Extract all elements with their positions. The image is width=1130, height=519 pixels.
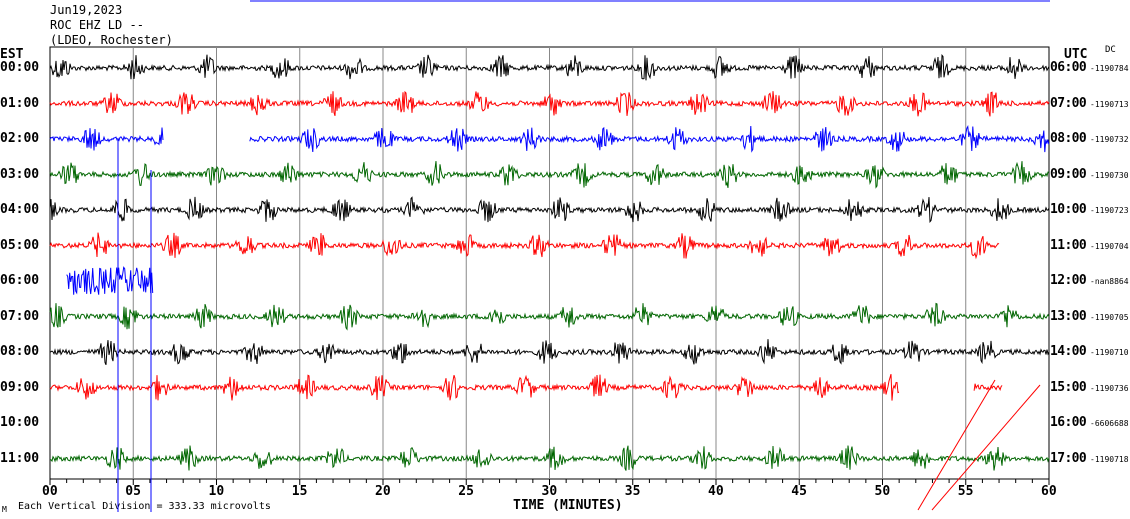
x-tick-label: 25 [458, 484, 474, 499]
dc-offset-label: -1190704 [1090, 241, 1129, 251]
dc-offset-label: -1190718 [1090, 454, 1129, 464]
dc-offset-label: -nan8864 [1090, 277, 1129, 286]
x-tick-label: 40 [708, 484, 724, 499]
trace-04:00 [49, 196, 1050, 224]
dc-offset-label: -1190732 [1090, 135, 1129, 144]
est-label: 05:00 [0, 237, 40, 253]
utc-label: 09:00 [1050, 166, 1087, 182]
date-label: Jun19,2023 [50, 3, 123, 17]
utc-label: 07:00 [1050, 95, 1087, 111]
est-label: 07:00 [0, 308, 40, 324]
trace-07:00 [49, 302, 1050, 331]
utc-label: 13:00 [1050, 308, 1087, 324]
trace-08:00 [49, 339, 1050, 365]
est-label: 04:00 [0, 202, 40, 217]
trace-diagonal [931, 384, 1041, 511]
trace-diagonal [917, 379, 996, 511]
dc-offset-label: -1190784 [1090, 64, 1129, 73]
dc-offset-label: -1190705 [1090, 312, 1129, 322]
trace-02:00 [249, 124, 1050, 153]
utc-label: 15:00 [1050, 379, 1087, 395]
trace-03:00 [49, 161, 1050, 189]
est-label: 08:00 [0, 344, 40, 359]
trace-02:00 [49, 127, 164, 151]
trace-05:00 [49, 232, 1000, 260]
dc-offset-label: -1190736 [1090, 383, 1129, 393]
dc-label: DC [1105, 45, 1116, 55]
utc-axis-title: UTC [1064, 47, 1088, 62]
x-tick-label: 30 [541, 484, 558, 499]
utc-label: 06:00 [1050, 60, 1087, 75]
utc-label: 16:00 [1050, 415, 1087, 430]
x-tick-label: 50 [874, 484, 891, 499]
est-label: 01:00 [0, 95, 40, 111]
x-tick-label: 35 [624, 484, 641, 499]
est-label: 06:00 [0, 273, 40, 288]
trace-01:00 [49, 90, 1050, 117]
utc-label: 11:00 [1050, 237, 1087, 253]
est-axis-title: EST [0, 47, 24, 62]
station-label: ROC EHZ LD -- [50, 18, 144, 32]
x-tick-label: 05 [125, 484, 141, 499]
scale-text: Each Vertical Division = 333.33 microvol… [18, 501, 271, 512]
x-tick-label: 00 [42, 484, 58, 499]
x-tick-label: 60 [1041, 484, 1057, 499]
est-label: 00:00 [0, 60, 40, 75]
x-tick-label: 10 [208, 484, 225, 499]
utc-label: 14:00 [1050, 344, 1087, 359]
x-tick-label: 15 [291, 484, 308, 499]
dc-offset-label: -1190723 [1090, 206, 1129, 215]
trace-09:00 [973, 383, 1003, 392]
est-label: 10:00 [0, 415, 40, 430]
trace-00:00 [49, 53, 1050, 81]
x-tick-label: 55 [957, 484, 974, 499]
est-label: 11:00 [0, 450, 40, 466]
network-label: (LDEO, Rochester) [50, 33, 173, 47]
est-label: 02:00 [0, 131, 40, 146]
utc-label: 12:00 [1050, 273, 1087, 288]
x-tick-label: 45 [791, 484, 807, 499]
trace-09:00 [49, 374, 900, 401]
dc-offset-label: -1190713 [1090, 99, 1129, 109]
corner-mark: M [2, 505, 7, 514]
est-label: 03:00 [0, 166, 40, 182]
utc-label: 10:00 [1050, 202, 1087, 217]
dc-offset-label: -6606688 [1090, 419, 1129, 428]
dc-offset-label: -1190710 [1090, 348, 1129, 357]
trace-11:00 [49, 445, 1050, 471]
utc-label: 17:00 [1050, 450, 1087, 466]
trace-06:00 [66, 266, 154, 295]
x-tick-label: 20 [375, 484, 391, 499]
utc-label: 08:00 [1050, 131, 1087, 146]
x-axis-title: TIME (MINUTES) [513, 498, 623, 513]
est-label: 09:00 [0, 379, 40, 395]
dc-offset-label: -1190730 [1090, 170, 1129, 180]
